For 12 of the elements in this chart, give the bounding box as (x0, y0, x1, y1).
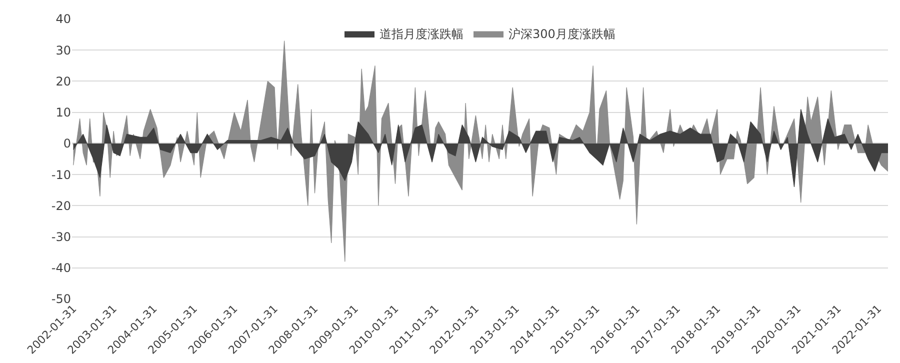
y-tick-label: 40 (56, 12, 71, 26)
y-tick-label: -30 (51, 230, 71, 244)
y-tick-label: -50 (51, 292, 71, 306)
y-tick-label: -20 (51, 198, 71, 213)
y-tick-label: 0 (63, 136, 71, 151)
y-tick-label: -40 (51, 261, 71, 276)
y-tick-label: 20 (56, 74, 71, 88)
y-tick-label: 30 (56, 43, 71, 58)
y-tick-label: -10 (51, 168, 71, 182)
legend-label: 道指月度涨跌幅 (380, 27, 464, 42)
legend-label: 沪深300月度涨跌幅 (508, 27, 616, 42)
y-tick-label: 10 (56, 106, 71, 120)
